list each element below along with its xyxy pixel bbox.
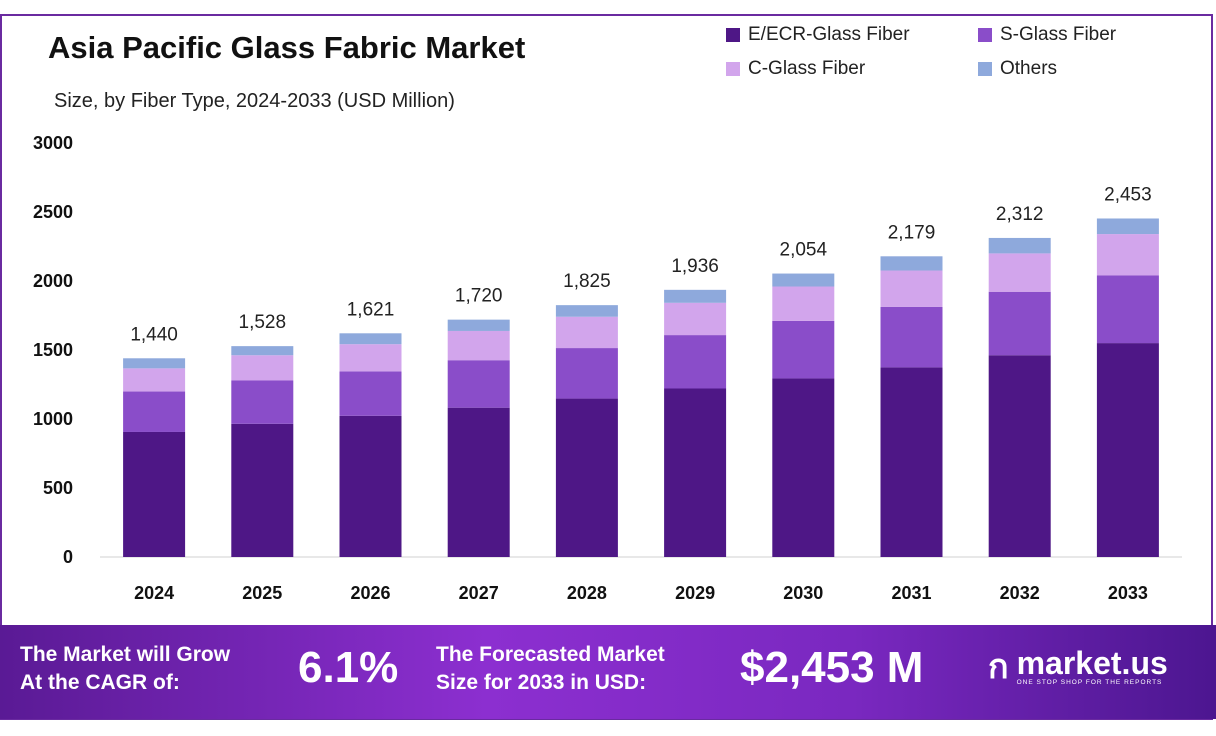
bar-segment-others-2024: [123, 358, 186, 369]
bar-segment-e-ecr-glass-fiber-2033: [1096, 343, 1159, 557]
bar-segment-s-glass-fiber-2032: [988, 291, 1051, 356]
cagr-value: 6.1%: [298, 643, 399, 692]
bar-segment-c-glass-fiber-2030: [772, 286, 835, 321]
y-tick-label: 3000: [33, 133, 73, 153]
total-label: 1,621: [347, 299, 395, 320]
y-tick-label: 1500: [33, 340, 73, 360]
bar-segment-c-glass-fiber-2026: [339, 344, 402, 372]
bar-segment-others-2028: [555, 305, 618, 317]
total-label: 1,720: [455, 286, 503, 307]
bar-segment-c-glass-fiber-2024: [123, 368, 186, 392]
bar-segment-others-2030: [772, 273, 835, 287]
forecast-label-line: The Forecasted Market: [436, 643, 665, 666]
bar-segment-others-2032: [988, 237, 1051, 254]
bar-segment-c-glass-fiber-2029: [664, 302, 727, 336]
chart-title: Asia Pacific Glass Fabric Market: [48, 30, 526, 65]
bar-segment-s-glass-fiber-2030: [772, 320, 835, 379]
legend-item-others: Others: [978, 58, 1057, 80]
x-tick-label: 2027: [459, 583, 499, 603]
bar-segment-e-ecr-glass-fiber-2029: [664, 388, 727, 557]
legend-swatch: [726, 28, 740, 42]
y-tick-label: 0: [63, 547, 73, 567]
bar-chart: 0 500 1000 1500 2000 2500 3000 1,440 2024 1,528 20…: [33, 133, 1182, 603]
y-tick-label: 500: [43, 478, 73, 498]
bar-segment-others-2025: [231, 346, 294, 356]
total-label: 2,312: [996, 204, 1044, 225]
legend-label: S-Glass Fiber: [1000, 24, 1117, 45]
bar-segment-others-2029: [664, 289, 727, 303]
bar-segment-s-glass-fiber-2033: [1096, 275, 1159, 344]
bar-segment-e-ecr-glass-fiber-2032: [988, 355, 1051, 557]
bar-segment-c-glass-fiber-2033: [1096, 234, 1159, 276]
forecast-label: The Forecasted Market Size for 2033 in US…: [436, 641, 665, 697]
market-us-logo: ก market.us ONE STOP SHOP FOR THE REPORTS: [988, 639, 1168, 693]
bar-segment-s-glass-fiber-2027: [447, 360, 510, 408]
bar-segment-others-2027: [447, 319, 510, 331]
y-tick-label: 1000: [33, 409, 73, 429]
x-tick-label: 2032: [1000, 583, 1040, 603]
bar-segment-s-glass-fiber-2024: [123, 391, 186, 432]
bar-segment-c-glass-fiber-2031: [880, 270, 943, 307]
forecast-label-line: Size for 2033 in USD:: [436, 671, 647, 694]
bar-segment-others-2031: [880, 256, 943, 271]
total-label: 1,528: [239, 312, 287, 333]
x-tick-label: 2033: [1108, 583, 1148, 603]
chart-subtitle: Size, by Fiber Type, 2024-2033 (USD Mill…: [54, 90, 455, 112]
logo-tagline: ONE STOP SHOP FOR THE REPORTS: [1016, 678, 1163, 686]
bar-segment-s-glass-fiber-2029: [664, 335, 727, 389]
logo-mark-icon: ก: [988, 648, 1009, 686]
summary-banner: The Market will Grow At the CAGR of: 6.1%…: [0, 625, 1216, 719]
bar-segment-s-glass-fiber-2031: [880, 306, 943, 368]
total-label: 1,440: [130, 324, 178, 345]
y-tick-label: 2500: [33, 202, 73, 222]
bar-segment-e-ecr-glass-fiber-2031: [880, 367, 943, 557]
x-tick-label: 2024: [134, 583, 174, 603]
y-tick-label: 2000: [33, 271, 73, 291]
total-label: 2,453: [1104, 184, 1152, 205]
bar-segment-s-glass-fiber-2025: [231, 380, 294, 424]
legend-swatch: [726, 62, 740, 76]
total-label: 1,825: [563, 271, 611, 292]
x-tick-label: 2029: [675, 583, 715, 603]
legend-item-e-ecr: E/ECR-Glass Fiber: [726, 24, 910, 46]
legend-label: E/ECR-Glass Fiber: [748, 24, 910, 45]
legend-label: Others: [1000, 58, 1058, 79]
bar-segment-others-2033: [1096, 218, 1159, 235]
bar-segment-e-ecr-glass-fiber-2024: [123, 431, 186, 557]
bar-segment-s-glass-fiber-2028: [555, 348, 618, 399]
total-label: 2,054: [780, 240, 828, 261]
bar-segment-c-glass-fiber-2025: [231, 355, 294, 381]
x-tick-label: 2028: [567, 583, 607, 603]
x-tick-label: 2026: [350, 583, 390, 603]
total-label: 2,179: [888, 222, 936, 243]
legend-label: C-Glass Fiber: [748, 58, 866, 79]
bar-segment-e-ecr-glass-fiber-2030: [772, 378, 835, 557]
logo-name: market.us: [1016, 644, 1168, 681]
chart-frame: [0, 14, 1213, 720]
bar-segment-e-ecr-glass-fiber-2025: [231, 423, 294, 557]
bar-segment-s-glass-fiber-2026: [339, 371, 402, 416]
bar-segment-c-glass-fiber-2028: [555, 316, 618, 349]
legend-item-s-glass: S-Glass Fiber: [978, 24, 1116, 46]
cagr-label: The Market will Grow At the CAGR of:: [20, 641, 230, 697]
x-tick-label: 2025: [242, 583, 282, 603]
legend-swatch: [978, 62, 992, 76]
bar-segment-e-ecr-glass-fiber-2028: [555, 398, 618, 557]
bar-segment-c-glass-fiber-2027: [447, 330, 510, 361]
x-tick-label: 2031: [891, 583, 931, 603]
forecast-value: $2,453 M: [740, 643, 924, 692]
bar-segment-e-ecr-glass-fiber-2027: [447, 407, 510, 557]
bar-segment-others-2026: [339, 333, 402, 345]
legend-item-c-glass: C-Glass Fiber: [726, 58, 865, 80]
x-tick-label: 2030: [783, 583, 823, 603]
bar-segment-c-glass-fiber-2032: [988, 253, 1051, 292]
legend-swatch: [978, 28, 992, 42]
total-label: 1,936: [671, 256, 719, 277]
bar-segment-e-ecr-glass-fiber-2026: [339, 415, 402, 557]
cagr-label-line: At the CAGR of:: [20, 671, 180, 694]
cagr-label-line: The Market will Grow: [20, 643, 231, 666]
